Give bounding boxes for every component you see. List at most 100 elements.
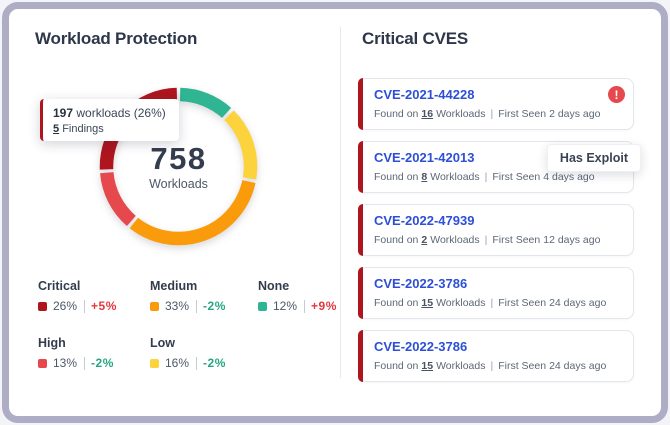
workload-donut-chart[interactable]: 758 Workloads [98, 86, 259, 247]
workload-count: 15 [421, 360, 434, 372]
severity-legend: Critical 26% +5% Medium 33% -2% None 12% [38, 279, 354, 370]
first-seen-value: 2 days ago [549, 108, 601, 120]
cve-card[interactable]: CVE-2022-3786 Found on 15 Workloads | Fi… [358, 267, 634, 319]
legend-value: 33% [165, 299, 190, 313]
meta-separator: | [490, 360, 494, 372]
total-workloads-value: 758 [150, 140, 207, 176]
medium-swatch-icon [150, 301, 159, 311]
donut-segment-high[interactable] [100, 171, 136, 227]
cve-link[interactable]: CVE-2021-42013 [374, 150, 475, 165]
legend-value: 26% [53, 299, 78, 313]
has-exploit-tooltip: Has Exploit [546, 144, 641, 172]
legend-divider [84, 299, 86, 313]
severity-stripe [358, 330, 363, 382]
legend-value: 16% [165, 356, 190, 370]
first-seen-value: 12 days ago [543, 234, 601, 246]
critical-swatch-icon [38, 301, 47, 311]
meta-separator: | [484, 234, 488, 246]
legend-delta: -2% [203, 356, 226, 370]
legend-value: 13% [53, 356, 78, 370]
tooltip-workload-text: workloads (26%) [76, 106, 166, 120]
found-on-label: Found on [374, 108, 419, 120]
tooltip-findings-label: Findings [62, 123, 104, 135]
cve-link[interactable]: CVE-2021-44228 [374, 87, 475, 102]
donut-segment-low[interactable] [224, 110, 258, 180]
workloads-label: Workloads [436, 297, 486, 309]
meta-separator: | [490, 297, 494, 309]
cve-meta: Found on 8 Workloads | First Seen 4 days… [374, 171, 595, 183]
low-swatch-icon [150, 358, 159, 368]
legend-divider [196, 299, 198, 313]
first-seen-label: First Seen [498, 360, 547, 372]
legend-value: 12% [273, 299, 298, 313]
panel-divider [340, 27, 341, 378]
legend-label: None [258, 279, 290, 293]
none-swatch-icon [258, 301, 267, 311]
severity-stripe [358, 267, 363, 319]
found-on-label: Found on [374, 297, 419, 309]
workloads-label: Workloads [436, 360, 486, 372]
cve-meta: Found on 15 Workloads | First Seen 24 da… [374, 297, 606, 309]
workload-count: 8 [421, 171, 428, 183]
cve-link[interactable]: CVE-2022-47939 [374, 213, 475, 228]
legend-label: Medium [150, 279, 198, 293]
meta-separator: | [490, 108, 494, 120]
legend-label: Low [150, 336, 175, 350]
severity-stripe [358, 204, 363, 256]
cve-meta: Found on 16 Workloads | First Seen 2 day… [374, 108, 600, 120]
first-seen-label: First Seen [498, 108, 547, 120]
legend-delta: +9% [311, 299, 337, 313]
critical-cves-title: Critical CVES [362, 29, 469, 48]
tooltip-workloads-line: 197 workloads (26%) [53, 106, 166, 120]
legend-item-critical[interactable]: Critical 26% +5% [38, 279, 150, 313]
first-seen-label: First Seen [492, 234, 541, 246]
segment-tooltip: 197 workloads (26%) 5 Findings [40, 99, 179, 141]
donut-segment-medium[interactable] [129, 179, 256, 246]
cve-card[interactable]: CVE-2022-47939 Found on 2 Workloads | Fi… [358, 204, 634, 256]
donut-segment-none[interactable] [179, 87, 232, 119]
legend-label: Critical [38, 279, 81, 293]
first-seen-label: First Seen [492, 171, 541, 183]
legend-divider [196, 356, 198, 370]
cve-link[interactable]: CVE-2022-3786 [374, 339, 468, 354]
cve-card[interactable]: CVE-2021-44228 Found on 16 Workloads | F… [358, 78, 634, 130]
legend-delta: +5% [91, 299, 117, 313]
found-on-label: Found on [374, 360, 419, 372]
tooltip-findings-count: 5 [53, 123, 60, 135]
workload-count: 15 [421, 297, 434, 309]
legend-delta: -2% [203, 299, 226, 313]
donut-center: 758 Workloads [98, 86, 259, 247]
severity-stripe [358, 78, 363, 130]
workload-protection-title: Workload Protection [35, 29, 198, 48]
first-seen-label: First Seen [498, 297, 547, 309]
cve-meta: Found on 2 Workloads | First Seen 12 day… [374, 234, 600, 246]
workloads-label: Workloads [430, 234, 480, 246]
found-on-label: Found on [374, 234, 419, 246]
tooltip-workload-count: 197 [53, 106, 74, 120]
cve-link[interactable]: CVE-2022-3786 [374, 276, 468, 291]
legend-item-medium[interactable]: Medium 33% -2% [150, 279, 258, 313]
legend-item-low[interactable]: Low 16% -2% [150, 336, 258, 370]
legend-divider [84, 356, 86, 370]
first-seen-value: 24 days ago [549, 297, 607, 309]
legend-item-none[interactable]: None 12% +9% [258, 279, 354, 313]
first-seen-value: 24 days ago [549, 360, 607, 372]
workload-count: 2 [421, 234, 428, 246]
legend-label: High [38, 336, 66, 350]
first-seen-value: 4 days ago [543, 171, 595, 183]
meta-separator: | [484, 171, 488, 183]
found-on-label: Found on [374, 171, 419, 183]
legend-item-high[interactable]: High 13% -2% [38, 336, 150, 370]
cve-list: CVE-2021-44228 Found on 16 Workloads | F… [358, 78, 641, 393]
severity-stripe [358, 141, 363, 193]
exploit-alert-icon[interactable]: ! [608, 86, 625, 103]
cve-card[interactable]: CVE-2022-3786 Found on 15 Workloads | Fi… [358, 330, 634, 382]
workloads-label: Workloads [436, 108, 486, 120]
workloads-label: Workloads [430, 171, 480, 183]
cve-meta: Found on 15 Workloads | First Seen 24 da… [374, 360, 606, 372]
total-workloads-label: Workloads [149, 176, 208, 191]
workload-count: 16 [421, 108, 434, 120]
high-swatch-icon [38, 358, 47, 368]
cve-card[interactable]: CVE-2021-42013 Found on 8 Workloads | Fi… [358, 141, 641, 193]
